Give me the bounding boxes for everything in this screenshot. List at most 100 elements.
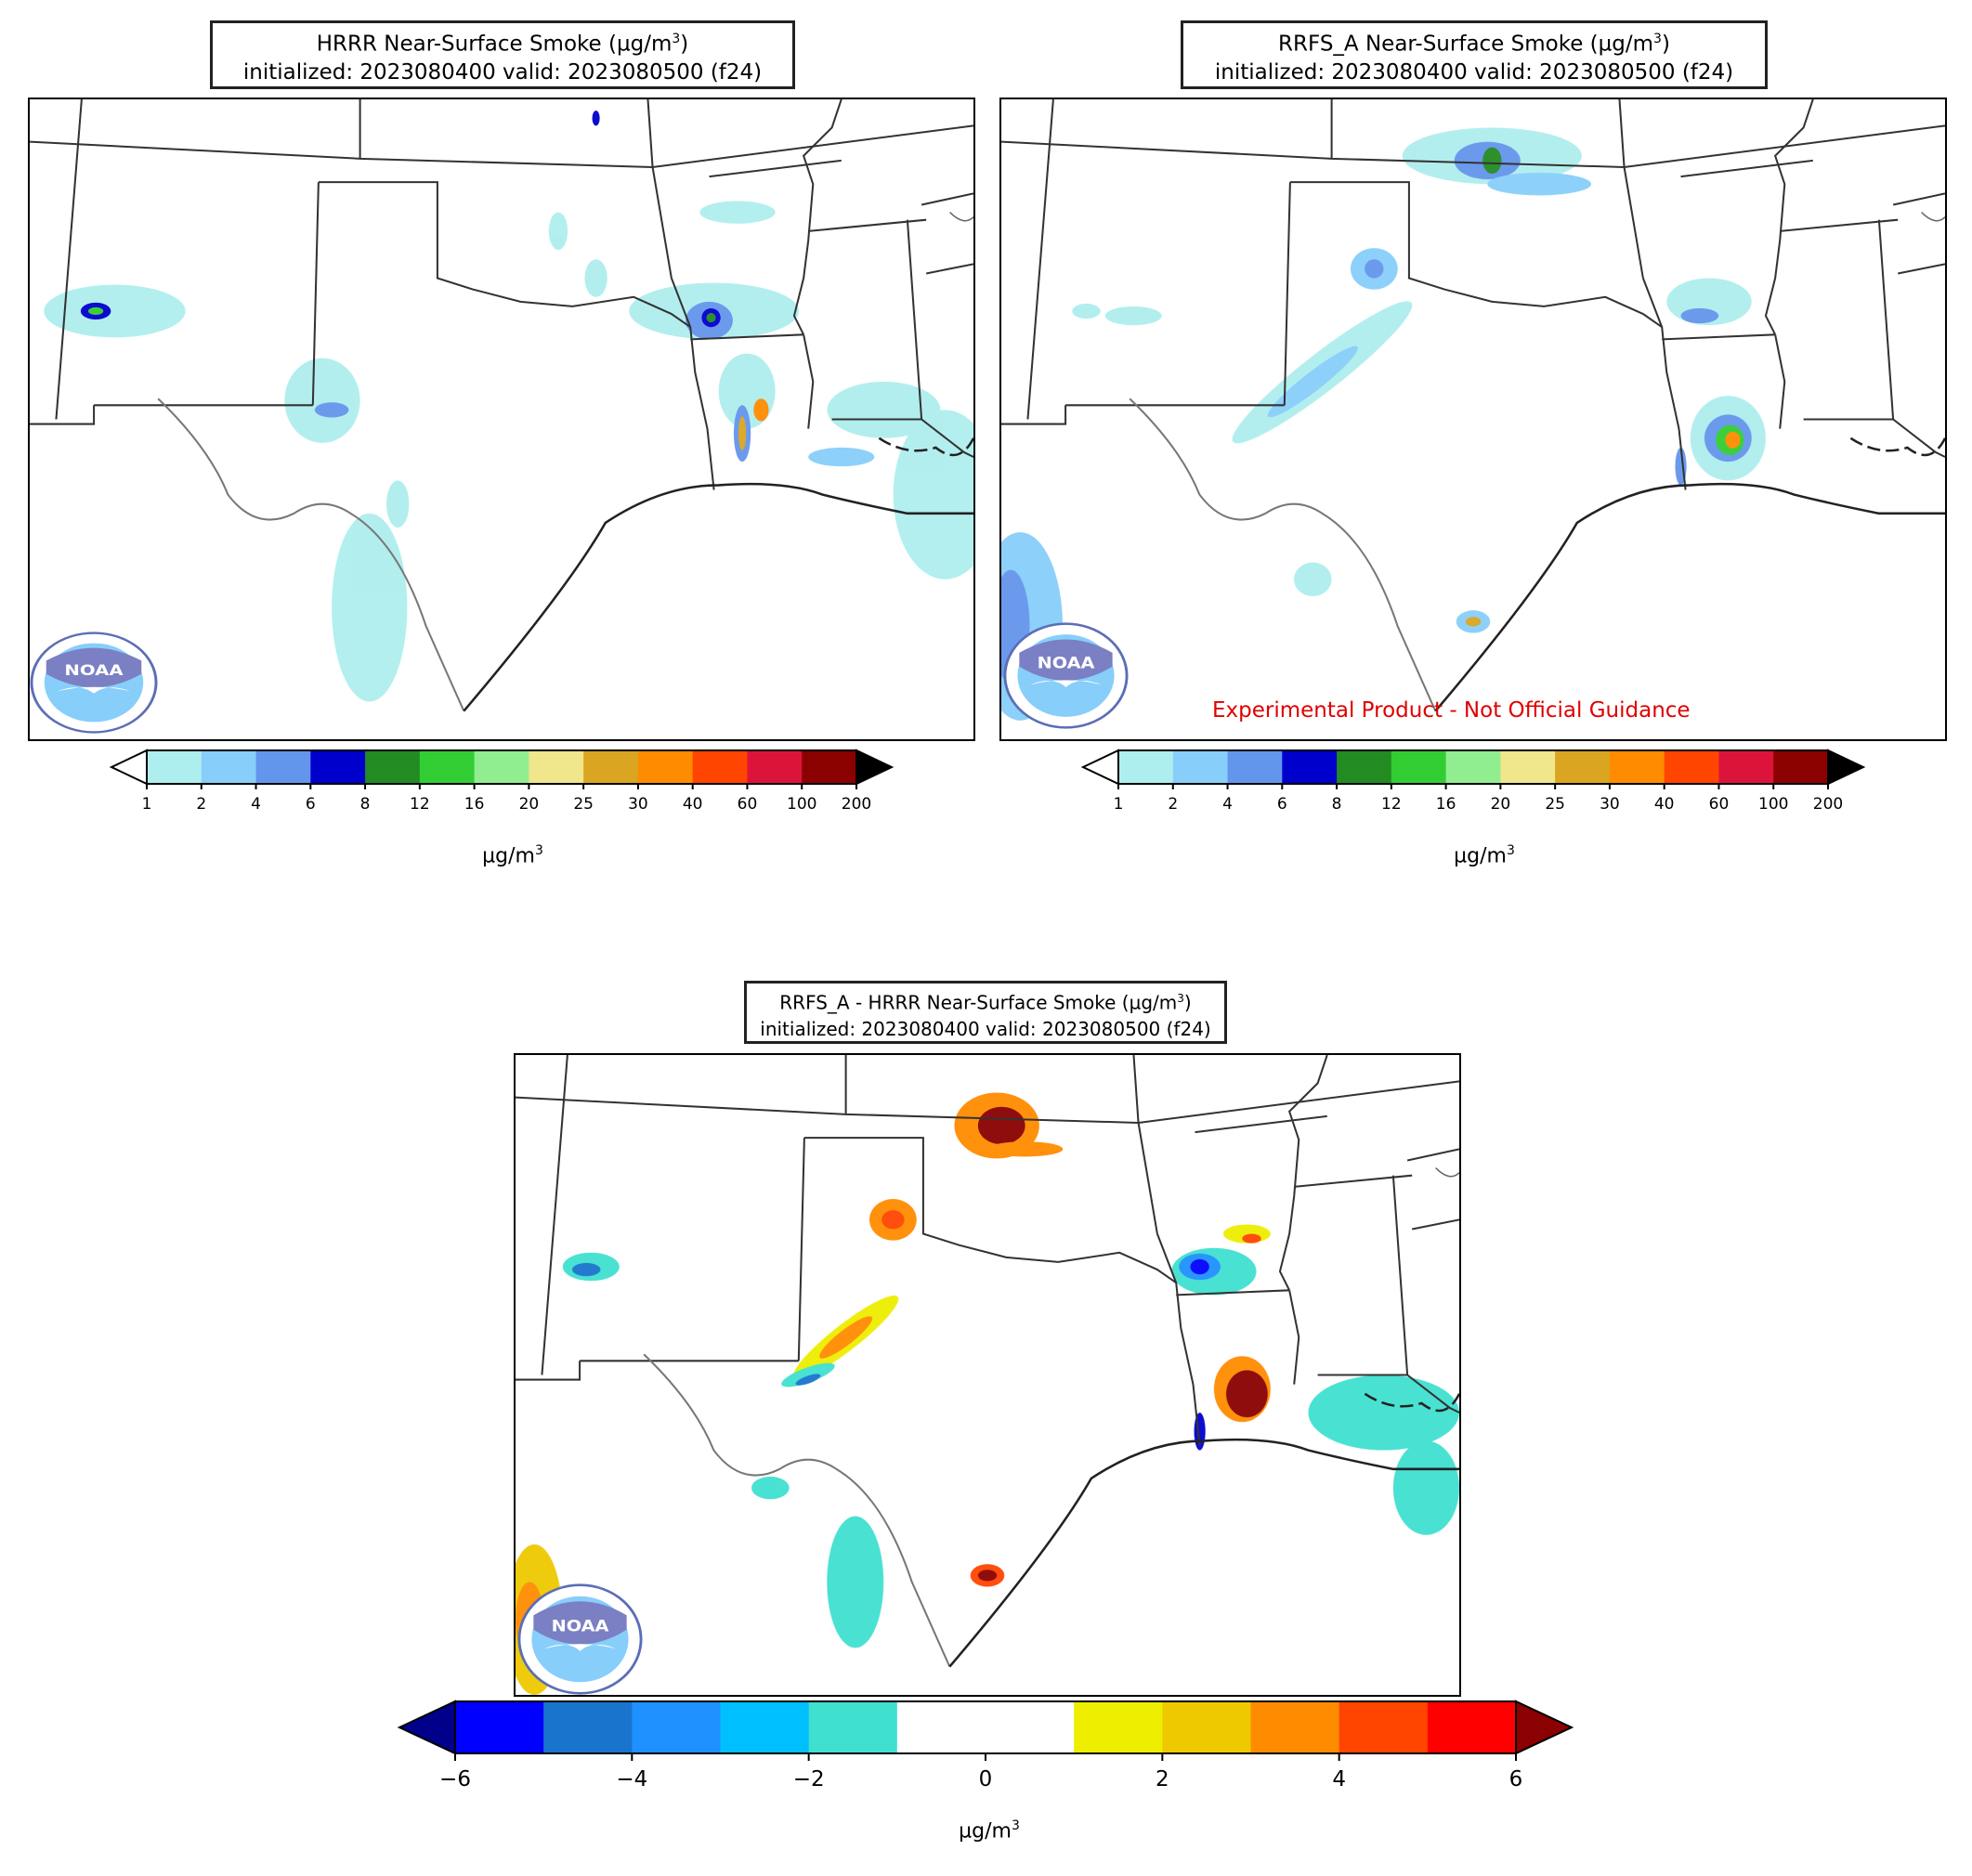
colorbar-swatch bbox=[455, 1701, 544, 1753]
colorbar-frame bbox=[1117, 749, 1829, 785]
colorbar-tick-label: 12 bbox=[1381, 795, 1402, 814]
colorbar-over-arrow bbox=[1515, 1700, 1574, 1755]
colorbar-swatch bbox=[1118, 750, 1174, 784]
colorbar-tick-label: 100 bbox=[787, 795, 816, 814]
rrfs-colorbar: 1 2 4 6 8 12 16 20 25 30 40 60 100 200 bbox=[1080, 749, 1873, 834]
colorbar-swatch bbox=[808, 1701, 898, 1753]
colorbar-tick-label: 4 bbox=[1332, 1767, 1346, 1791]
colorbar-tick-label: 2 bbox=[1156, 1767, 1169, 1791]
colorbar-swatch bbox=[896, 1701, 986, 1753]
hrrr-colorbar-unit: µg/m3 bbox=[482, 843, 543, 868]
colorbar-swatch bbox=[1250, 1701, 1340, 1753]
colorbar-tick-label: 200 bbox=[1813, 795, 1843, 814]
colorbar-swatch bbox=[1500, 750, 1556, 784]
colorbar-swatch bbox=[255, 750, 311, 784]
colorbar-tick-label: 1 bbox=[142, 795, 152, 814]
colorbar-tick-label: 25 bbox=[573, 795, 594, 814]
colorbar-tick-label: 25 bbox=[1545, 795, 1565, 814]
hrrr-title-line2: initialized: 2023080400 valid: 202308050… bbox=[242, 59, 763, 85]
rrfs-title-line1: RRFS_A Near-Surface Smoke (µg/m3) bbox=[1278, 32, 1670, 57]
noaa-logo-icon: NOAA bbox=[1003, 622, 1129, 729]
colorbar-tick-label: 4 bbox=[251, 795, 261, 814]
rrfs-title-line2: initialized: 2023080400 valid: 202308050… bbox=[1214, 59, 1734, 85]
colorbar-tick-label: 6 bbox=[1509, 1767, 1523, 1791]
colorbar-over-arrow bbox=[855, 749, 895, 786]
colorbar-tick-label: 2 bbox=[196, 795, 206, 814]
colorbar-tick-label: 40 bbox=[683, 795, 703, 814]
colorbar-tick-label: 16 bbox=[464, 795, 485, 814]
hrrr-title-box: HRRR Near-Surface Smoke (µg/m3) initiali… bbox=[210, 20, 795, 89]
colorbar-swatch bbox=[365, 750, 421, 784]
rrfs-map bbox=[999, 98, 1947, 741]
colorbar-tick-label: 1 bbox=[1114, 795, 1124, 814]
colorbar-tick-label: 100 bbox=[1758, 795, 1788, 814]
colorbar-swatch bbox=[310, 750, 366, 784]
colorbar-tick-label: 60 bbox=[738, 795, 758, 814]
colorbar-tick-label: 2 bbox=[1168, 795, 1178, 814]
colorbar-swatch bbox=[637, 750, 694, 784]
colorbar-swatch bbox=[1074, 1701, 1163, 1753]
experimental-warning: Experimental Product - Not Official Guid… bbox=[1212, 698, 1691, 723]
colorbar-tick-label: 200 bbox=[842, 795, 871, 814]
noaa-logo-icon: NOAA bbox=[30, 632, 158, 734]
colorbar-swatch bbox=[1227, 750, 1283, 784]
colorbar-tick-label: 0 bbox=[979, 1767, 993, 1791]
colorbar-under-arrow bbox=[397, 1700, 456, 1755]
colorbar-swatch bbox=[1162, 1701, 1251, 1753]
colorbar-swatch bbox=[720, 1701, 810, 1753]
hrrr-title-line1: HRRR Near-Surface Smoke (µg/m3) bbox=[316, 32, 689, 57]
colorbar-tick-label: −2 bbox=[793, 1767, 825, 1791]
colorbar-swatch bbox=[1773, 750, 1829, 784]
colorbar-swatch bbox=[1337, 750, 1392, 784]
colorbar-swatch bbox=[1445, 750, 1501, 784]
colorbar-tick-label: 8 bbox=[360, 795, 371, 814]
colorbar-tick-label: 6 bbox=[306, 795, 316, 814]
colorbar-swatch bbox=[1609, 750, 1665, 784]
colorbar-swatch bbox=[147, 750, 202, 784]
diff-colorbar: −6 −4 −2 0 2 4 6 bbox=[397, 1700, 1579, 1804]
colorbar-tick-label: 40 bbox=[1654, 795, 1675, 814]
colorbar-swatch bbox=[802, 750, 857, 784]
colorbar-over-arrow bbox=[1827, 749, 1866, 786]
colorbar-swatch bbox=[543, 1701, 633, 1753]
colorbar-swatch bbox=[529, 750, 584, 784]
colorbar-tick-label: 12 bbox=[410, 795, 430, 814]
hrrr-map bbox=[28, 98, 975, 741]
hrrr-colorbar: 1 2 4 6 8 12 16 20 25 30 40 60 100 200 bbox=[109, 749, 901, 834]
colorbar-swatch bbox=[1391, 750, 1447, 784]
diff-colorbar-unit: µg/m3 bbox=[959, 1818, 1020, 1843]
hrrr-smoke-field bbox=[44, 111, 973, 702]
colorbar-frame bbox=[146, 749, 857, 785]
svg-text:NOAA: NOAA bbox=[552, 1617, 610, 1635]
colorbar-swatch bbox=[1282, 750, 1338, 784]
colorbar-swatch bbox=[201, 750, 257, 784]
colorbar-tick-label: 20 bbox=[1491, 795, 1511, 814]
colorbar-tick-label: 20 bbox=[519, 795, 540, 814]
colorbar-swatch bbox=[632, 1701, 721, 1753]
diff-field bbox=[516, 1092, 1459, 1695]
colorbar-swatch bbox=[1172, 750, 1229, 784]
diff-title-box: RRFS_A - HRRR Near-Surface Smoke (µg/m3)… bbox=[744, 981, 1227, 1044]
rrfs-title-box: RRFS_A Near-Surface Smoke (µg/m3) initia… bbox=[1181, 20, 1768, 89]
colorbar-tick-label: 16 bbox=[1436, 795, 1456, 814]
colorbar-tick-label: −4 bbox=[616, 1767, 647, 1791]
colorbar-swatch bbox=[1555, 750, 1611, 784]
colorbar-swatch bbox=[419, 750, 476, 784]
colorbar-swatch bbox=[1718, 750, 1774, 784]
colorbar-swatch bbox=[1339, 1701, 1429, 1753]
rrfs-colorbar-unit: µg/m3 bbox=[1454, 843, 1515, 868]
colorbar-swatch bbox=[474, 750, 529, 784]
diff-title-line2: initialized: 2023080400 valid: 202308050… bbox=[760, 1017, 1211, 1040]
colorbar-tick-label: 8 bbox=[1332, 795, 1342, 814]
colorbar-swatch bbox=[1427, 1701, 1517, 1753]
colorbar-tick-label: −6 bbox=[439, 1767, 471, 1791]
colorbar-swatch bbox=[747, 750, 803, 784]
svg-text:NOAA: NOAA bbox=[64, 662, 123, 680]
colorbar-under-arrow bbox=[1080, 749, 1119, 786]
colorbar-tick-label: 4 bbox=[1222, 795, 1233, 814]
colorbar-tick-label: 30 bbox=[1600, 795, 1620, 814]
colorbar-tick-label: 6 bbox=[1277, 795, 1287, 814]
colorbar-swatch bbox=[583, 750, 639, 784]
colorbar-swatch bbox=[692, 750, 748, 784]
colorbar-swatch bbox=[986, 1701, 1075, 1753]
